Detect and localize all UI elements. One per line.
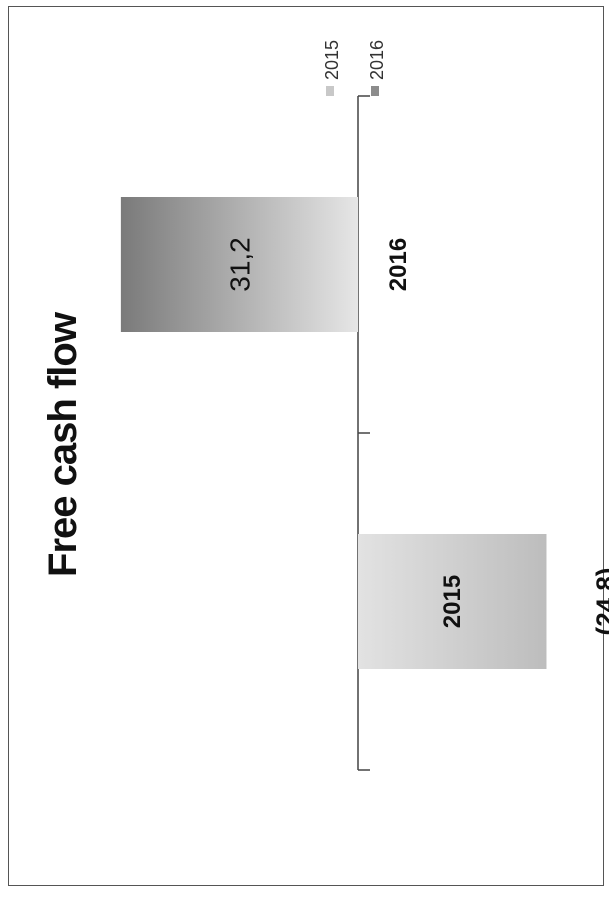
plot-area: 2015 (24,8) 2016 31,2 (120, 95, 609, 771)
chart-frame (8, 6, 604, 886)
category-label-2016: 2016 (385, 238, 412, 291)
chart-title: Free cash flow (41, 311, 85, 577)
bar-2015 (358, 534, 547, 669)
legend-swatch-2015 (326, 86, 334, 96)
legend-swatch-2016 (371, 86, 379, 96)
legend-label-2015: 2015 (322, 40, 342, 80)
bar-2016 (120, 197, 358, 332)
data-label-2016: 31,2 (224, 237, 255, 292)
legend: 2015 2016 (322, 40, 387, 96)
legend-label-2016: 2016 (367, 40, 387, 80)
category-label-2015: 2015 (439, 575, 466, 628)
data-label-2015: (24,8) (590, 568, 609, 636)
